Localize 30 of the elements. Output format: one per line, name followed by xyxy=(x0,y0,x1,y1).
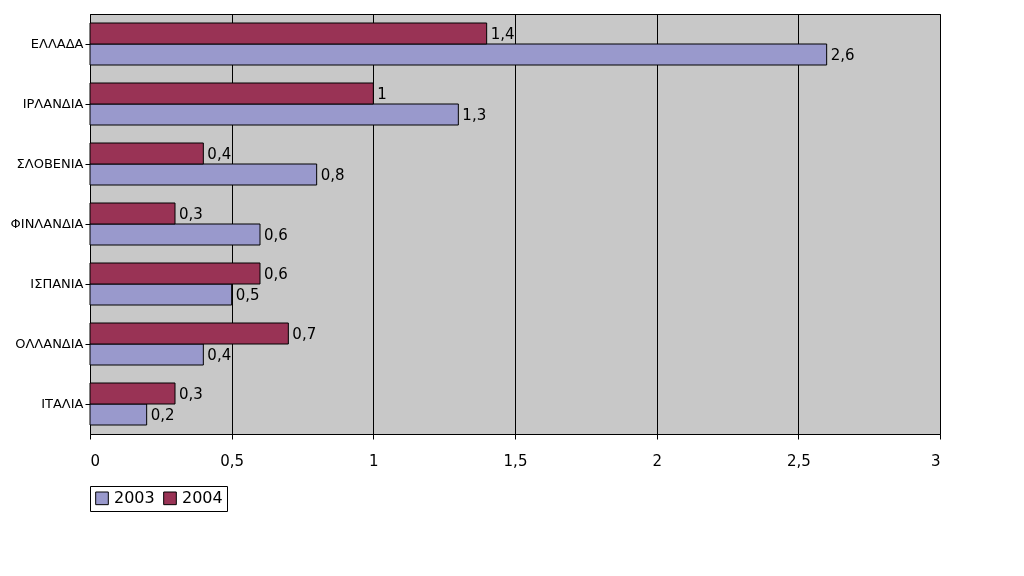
data-label: 0,3 xyxy=(179,204,203,223)
x-tick-label: 3 xyxy=(930,451,941,470)
y-tick-label: ΟΛΛΑΝΔΙΑ xyxy=(15,336,84,351)
data-label: 1 xyxy=(377,84,387,103)
data-label: 2,6 xyxy=(830,45,855,64)
x-tick-label: 2,5 xyxy=(786,451,811,470)
legend-label: 2004 xyxy=(182,488,223,508)
y-tick-label: ΙΡΛΑΝΔΙΑ xyxy=(22,96,84,111)
y-tick-label: ΕΛΛΑΔΑ xyxy=(30,36,84,51)
data-label: 1,3 xyxy=(462,105,487,124)
data-label: 0,7 xyxy=(292,324,317,343)
data-label: 0,4 xyxy=(207,144,232,163)
data-label: 0,6 xyxy=(264,264,288,283)
x-tick-label: 0 xyxy=(90,451,101,470)
y-tick-label: ΦΙΝΛΑΝΔΙΑ xyxy=(10,216,84,231)
data-label: 0,2 xyxy=(150,405,175,424)
data-label: 0,6 xyxy=(264,225,288,244)
data-label: 0,8 xyxy=(320,165,345,184)
data-label: 1,4 xyxy=(490,24,515,43)
data-label: 0,4 xyxy=(207,345,232,364)
y-tick-label: ΣΛΟΒΕΝΙΑ xyxy=(16,156,84,171)
x-tick-label: 0,5 xyxy=(220,451,245,470)
x-tick-label: 1,5 xyxy=(503,451,528,470)
legend-label: 2003 xyxy=(114,488,155,508)
x-tick-label: 2 xyxy=(652,451,662,470)
x-tick-label: 1 xyxy=(369,451,379,470)
y-tick-label: ΙΣΠΑΝΙΑ xyxy=(30,276,84,291)
y-tick-label: ΙΤΑΛΙΑ xyxy=(41,396,84,411)
data-label: 0,3 xyxy=(179,384,203,403)
data-label: 0,5 xyxy=(235,285,260,304)
